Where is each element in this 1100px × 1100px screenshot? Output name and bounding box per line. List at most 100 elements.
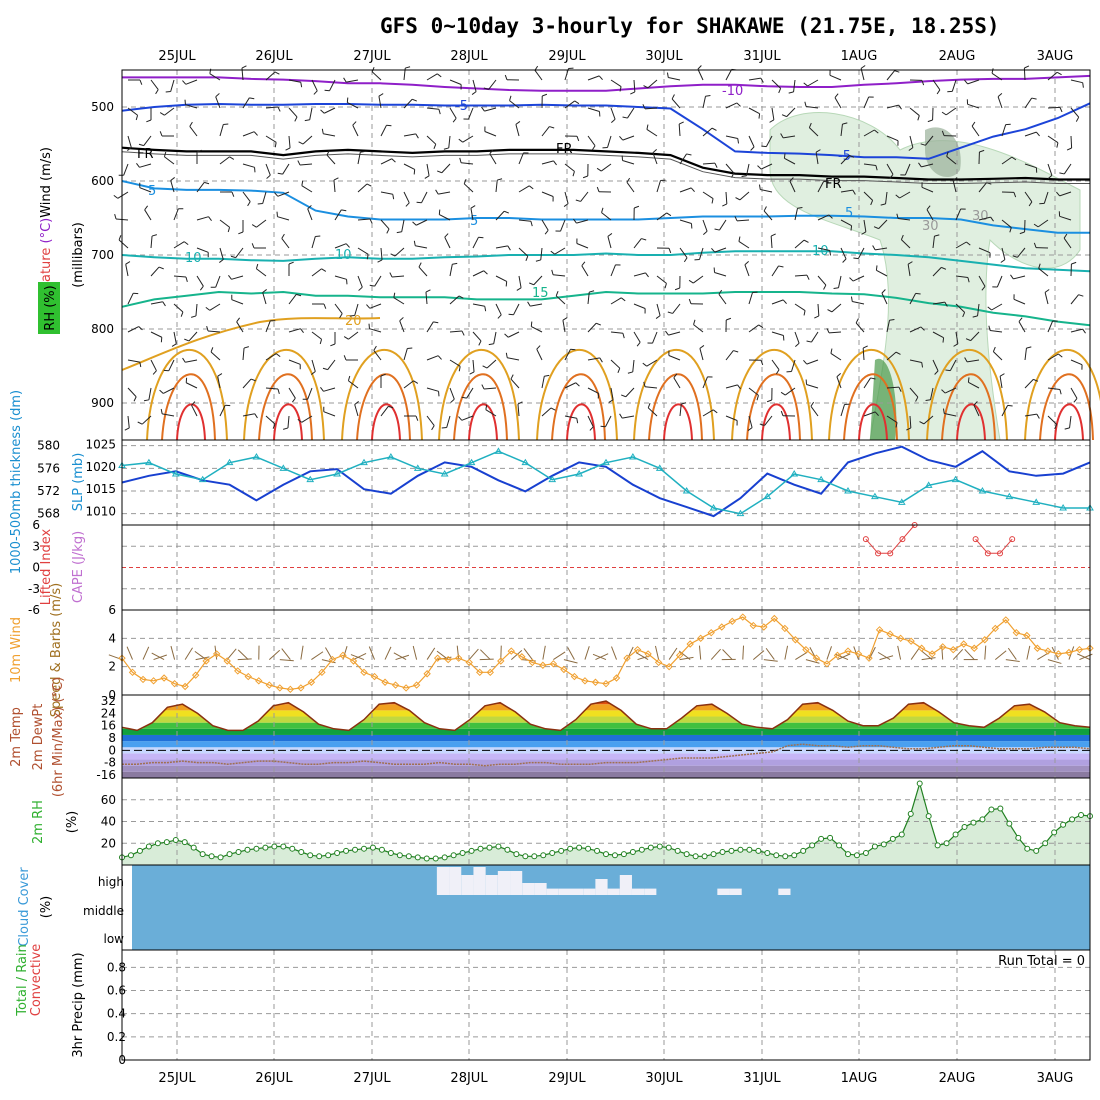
wind10-barb xyxy=(765,647,775,660)
wind-barb xyxy=(1001,405,1009,417)
wind-barb xyxy=(219,124,224,137)
wind-barb-flag xyxy=(634,205,640,209)
wind-barb-flag xyxy=(874,411,879,416)
wind-barb-flag xyxy=(459,157,462,163)
wind-barb xyxy=(1047,71,1058,81)
wind-barb-flag xyxy=(652,149,657,154)
wind-barb-flag xyxy=(143,399,150,402)
wind-barb xyxy=(809,127,819,137)
high-cloud-bar xyxy=(485,875,498,895)
wind-barb-flag xyxy=(1056,191,1061,197)
wind-barb-flag xyxy=(307,205,312,210)
wind10-barb xyxy=(1005,659,1020,663)
rh2m-marker xyxy=(298,848,305,855)
wind-barb xyxy=(697,68,704,81)
wind-barb xyxy=(1070,387,1078,399)
axis-tick-pressure: 700 xyxy=(91,248,114,262)
wind-barb-flag xyxy=(436,170,443,174)
wind-barb xyxy=(607,135,612,148)
wind-barb-flag xyxy=(741,175,747,178)
wind-barb-flag xyxy=(781,114,787,118)
wind10-marker xyxy=(160,674,168,682)
wind-barb xyxy=(587,292,590,305)
wind-barb-flag xyxy=(573,218,577,224)
axis-tick-precip: 0.2 xyxy=(107,1030,126,1044)
wind-barb-flag xyxy=(853,257,859,260)
isotherm-line xyxy=(121,250,1091,273)
wind-barb xyxy=(534,69,543,81)
high-cloud-bar xyxy=(729,888,742,895)
date-label-top: 28JUL xyxy=(450,49,488,64)
isotherm-25-lobe xyxy=(648,373,703,441)
wind-barb-flag xyxy=(393,292,396,298)
wind-barb-flag xyxy=(199,285,204,291)
wind-barb xyxy=(633,303,646,309)
wind-barb xyxy=(554,247,566,255)
wind-barb xyxy=(449,295,460,305)
rh2m-marker xyxy=(880,841,887,848)
wind10-marker xyxy=(812,654,821,662)
wind-barb-flag xyxy=(870,200,874,206)
wind-barb xyxy=(164,156,175,165)
wind-barb-flag xyxy=(570,348,576,351)
wind10-marker xyxy=(318,668,326,677)
wind10-marker xyxy=(991,624,1000,633)
wind-barb xyxy=(323,411,336,417)
wind-barb-flag xyxy=(238,231,244,235)
wind-barb xyxy=(564,191,569,204)
wind10-marker xyxy=(1002,616,1010,624)
wind-barb xyxy=(509,100,520,109)
high-cloud-bar xyxy=(717,888,730,895)
wind10-marker xyxy=(644,650,652,658)
wind-barb xyxy=(191,405,198,417)
wind-barb xyxy=(311,79,318,92)
wind-barb xyxy=(196,247,209,253)
wind-barb xyxy=(725,415,738,421)
wind-barb-flag xyxy=(596,186,600,192)
wind-barb xyxy=(1001,247,1006,260)
wind-barb xyxy=(692,275,704,284)
wind-barb-flag xyxy=(895,422,898,428)
wind-barb xyxy=(921,163,934,168)
wind-barb xyxy=(901,239,911,249)
wind-barb-flag xyxy=(458,416,463,421)
wind-barb xyxy=(909,415,912,429)
wind-barb-flag xyxy=(274,142,277,148)
wind-barb xyxy=(806,106,819,109)
wind-barb xyxy=(265,163,271,176)
wind-barb xyxy=(123,163,129,176)
wind-barb xyxy=(461,162,474,165)
rh2m-marker xyxy=(1015,834,1022,841)
wind10-marker xyxy=(528,658,537,667)
rh2m-marker xyxy=(369,844,376,851)
wind-barb-flag xyxy=(806,340,812,343)
wind-barb-flag xyxy=(297,418,303,423)
wind10-marker xyxy=(570,672,579,681)
wind-barb-flag xyxy=(600,425,606,428)
wind-barb-flag xyxy=(425,289,431,293)
wind-barb xyxy=(518,185,530,193)
wind-barb-flag xyxy=(666,212,672,217)
wind-barb xyxy=(932,331,944,339)
wind-barb-flag xyxy=(333,177,339,181)
rh2m-marker xyxy=(692,853,699,860)
wind10-barb xyxy=(964,649,975,660)
wind-barb xyxy=(311,268,322,277)
wind-barb xyxy=(1047,106,1061,109)
wind-barb-flag xyxy=(135,115,139,121)
wind-barb-flag xyxy=(1054,424,1058,430)
wind-barb-flag xyxy=(489,149,494,155)
wind10-marker xyxy=(1054,650,1063,658)
contour-label: 10 xyxy=(335,248,352,263)
dewpt-ylabel: 2m DewPt xyxy=(31,704,46,771)
temp-band xyxy=(122,728,1090,735)
wind-barb xyxy=(955,331,959,344)
rh-shading-high xyxy=(925,127,961,178)
wind-barb xyxy=(510,378,520,389)
wind10-barb xyxy=(984,645,987,660)
high-cloud-bar xyxy=(497,871,511,895)
wind-barb xyxy=(671,98,681,109)
wind-barb-flag xyxy=(217,373,223,377)
thickness-marker xyxy=(548,475,557,483)
wind10-marker xyxy=(349,657,358,665)
